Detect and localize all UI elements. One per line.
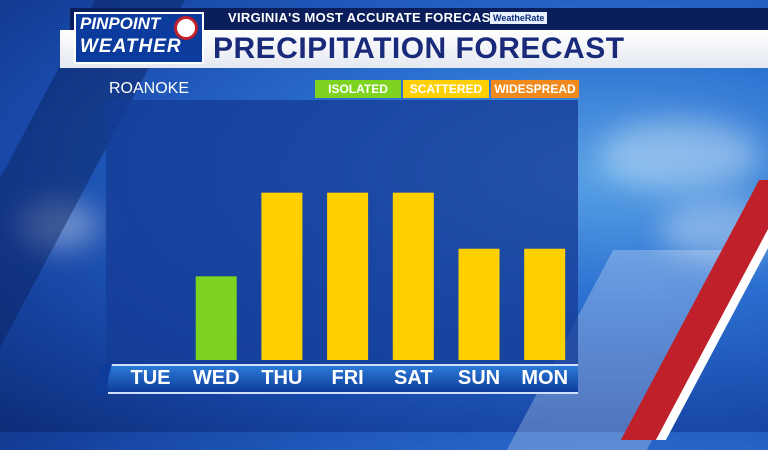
bar-sun	[458, 248, 500, 360]
legend-widespread: WIDESPREAD	[491, 80, 579, 98]
weatherate-badge: WeatheRate	[490, 12, 548, 24]
background-cloud	[20, 200, 100, 250]
x-tick-mon: MON	[521, 367, 568, 389]
x-tick-wed: WED	[193, 367, 240, 389]
x-tick-sat: SAT	[394, 367, 433, 389]
logo-line1: PINPOINT	[80, 14, 161, 33]
legend-isolated: ISOLATED	[315, 80, 401, 98]
bar-wed	[195, 276, 237, 360]
x-axis-bar	[108, 364, 578, 394]
x-tick-thu: THU	[261, 367, 302, 389]
bar-sat	[392, 192, 434, 360]
legend-scattered: SCATTERED	[403, 80, 489, 98]
header-tagline: VIRGINIA'S MOST ACCURATE FORECAST	[228, 10, 499, 25]
location-label: ROANOKE	[109, 80, 190, 97]
background-cloud	[600, 120, 760, 190]
precipitation-chart: TUE WED THU FRI SAT SUN MON	[131, 192, 568, 389]
x-tick-sun: SUN	[458, 367, 500, 389]
logo-line2: WEATHER	[80, 36, 182, 57]
page-title: PRECIPITATION FORECAST	[213, 32, 625, 65]
bar-mon	[524, 248, 566, 360]
header-topbar	[70, 8, 768, 30]
x-tick-tue: TUE	[131, 367, 171, 389]
x-tick-fri: FRI	[331, 367, 363, 389]
bar-fri	[327, 192, 369, 360]
logo-pin-icon	[174, 16, 198, 40]
bar-thu	[261, 192, 303, 360]
